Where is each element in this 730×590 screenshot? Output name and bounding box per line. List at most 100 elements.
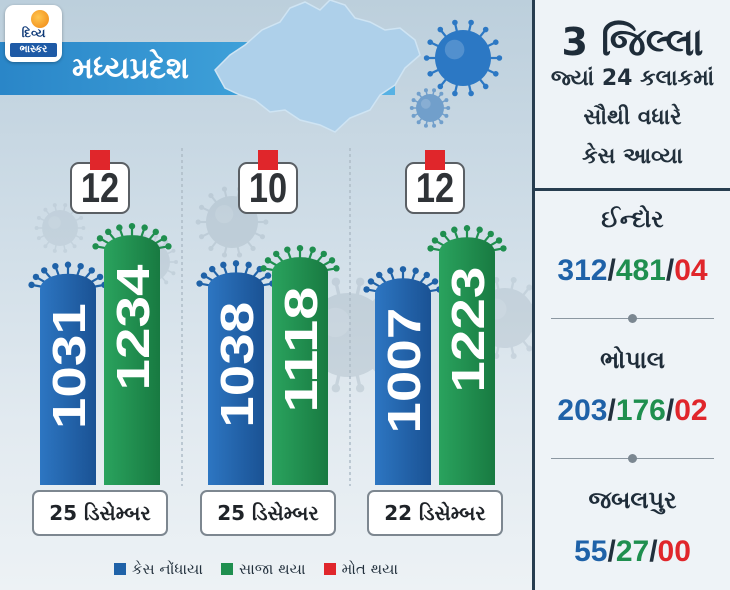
virus-spike [235, 242, 241, 256]
bar-spike-tip [64, 261, 72, 268]
virus-spike [519, 336, 531, 350]
virus-spike-tip [437, 83, 444, 90]
bar-spike-tip [77, 262, 84, 270]
date-label: 22 ડિસેમ્બર [367, 490, 503, 536]
bar-spike-tip [284, 246, 291, 253]
bar-spike-tip [152, 228, 159, 236]
map-icon [214, 0, 421, 133]
stat-separator: / [607, 535, 616, 568]
virus-spike-tip [331, 384, 341, 393]
district-stats: 312/481/04 [535, 252, 730, 290]
bar-spike-tip [141, 224, 148, 231]
logo-text-bottom: ભાસ્કર [10, 43, 57, 57]
virus-spike-tip [208, 192, 214, 199]
bar-spike-tip [367, 278, 375, 285]
virus-spike-tip [259, 234, 266, 240]
district-deaths: 00 [657, 535, 691, 568]
bar-body [208, 287, 264, 485]
logo-text-top: દિવ્ય [21, 26, 46, 40]
bar-spike-tip [260, 265, 267, 272]
virus-spike [44, 209, 52, 218]
virus-spike-tip [195, 219, 201, 225]
bar-spike-tip [200, 272, 208, 279]
virus-spike [526, 303, 532, 309]
virus-highlight [444, 39, 465, 60]
district-name: ભોપાલ [600, 346, 665, 374]
virus-spike-tip [468, 90, 474, 97]
virus-highlight [48, 216, 61, 229]
district-recovered: 27 [615, 535, 650, 568]
virus-icon [409, 88, 451, 128]
bar-recovered-3: 1223 [427, 225, 507, 485]
virus-highlight [215, 205, 234, 224]
bar-spike-tip [495, 237, 503, 244]
virus-spike-tip [492, 70, 499, 77]
virus-spike-tip [452, 19, 458, 26]
virus-spike [526, 327, 532, 333]
virus-spike-tip [221, 252, 228, 258]
virus-spike-tip [355, 384, 365, 393]
virus-spike [250, 230, 263, 238]
virus-spike-tip [411, 98, 416, 103]
virus-spike [54, 205, 58, 215]
state-title: મધ્યપ્રદેશ [72, 51, 189, 86]
virus-spike-tip [331, 277, 341, 286]
bar-cases-3: 1007 [363, 266, 443, 485]
sun-icon [31, 10, 49, 28]
virus-spike-tip [439, 120, 444, 125]
virus-spike-tip [34, 226, 39, 230]
virus-spike [72, 217, 82, 223]
districts-subtitle-line: કેસ આવ્યા [582, 144, 683, 169]
district-recovered: 481 [615, 254, 666, 287]
bar-spike-tip [92, 243, 99, 250]
virus-spike [62, 241, 66, 251]
virus-spike [72, 233, 82, 239]
bar-body [272, 272, 328, 485]
deaths-badge: 12 [70, 150, 130, 214]
virus-spike-tip [355, 277, 365, 286]
deaths-value: 12 [80, 164, 120, 211]
virus-spike-tip [510, 353, 517, 360]
virus-highlight [420, 98, 431, 109]
virus-body [42, 210, 78, 246]
virus-spike-tip [221, 186, 228, 192]
virus-spike-tip [444, 113, 449, 118]
virus-spike-tip [492, 39, 499, 46]
virus-spike-tip [482, 83, 489, 90]
virus-spike-tip [510, 276, 517, 283]
bar-spike-tip [105, 228, 112, 236]
virus-spike [509, 341, 515, 357]
district-cases: 55 [574, 535, 608, 568]
bar-value-label-cases-1: 1031 [43, 303, 95, 429]
date-label: 25 ડિસેમ્બર [200, 490, 336, 536]
bar-spike-tip [476, 226, 483, 233]
legend-label-recovered: સાજા થયા [238, 560, 306, 578]
virus-spike [334, 281, 343, 303]
virus-spike-tip [63, 203, 68, 208]
virus-icon [423, 19, 503, 97]
bar-spike-tip [165, 243, 172, 250]
virus-spike [159, 274, 167, 283]
virus-spike-tip [423, 123, 428, 128]
legend-item-cases: કેસ નોંધાયા [113, 560, 203, 578]
virus-spike-tip [236, 252, 243, 258]
virus-highlight [320, 307, 351, 338]
virus-spike-tip [468, 19, 474, 26]
virus-spike-tip [411, 113, 416, 118]
virus-spike [201, 206, 214, 214]
virus-spike [210, 194, 220, 207]
stat-separator: / [665, 394, 675, 427]
virus-spike-tip [198, 234, 205, 240]
bar-spike-tip [209, 265, 216, 273]
stat-separator: / [607, 394, 616, 427]
districts-heading: 3 જિલ્લા [561, 20, 704, 64]
virus-spike [201, 230, 214, 238]
deaths-marker [90, 150, 110, 170]
bar-spike-tip [427, 245, 434, 252]
virus-spike-tip [423, 88, 428, 93]
virus-spike-tip [36, 236, 41, 241]
bar-spike-tip [363, 286, 370, 293]
district-deaths: 04 [674, 254, 708, 287]
virus-body [435, 30, 491, 86]
bar-spike-tip [128, 222, 136, 230]
